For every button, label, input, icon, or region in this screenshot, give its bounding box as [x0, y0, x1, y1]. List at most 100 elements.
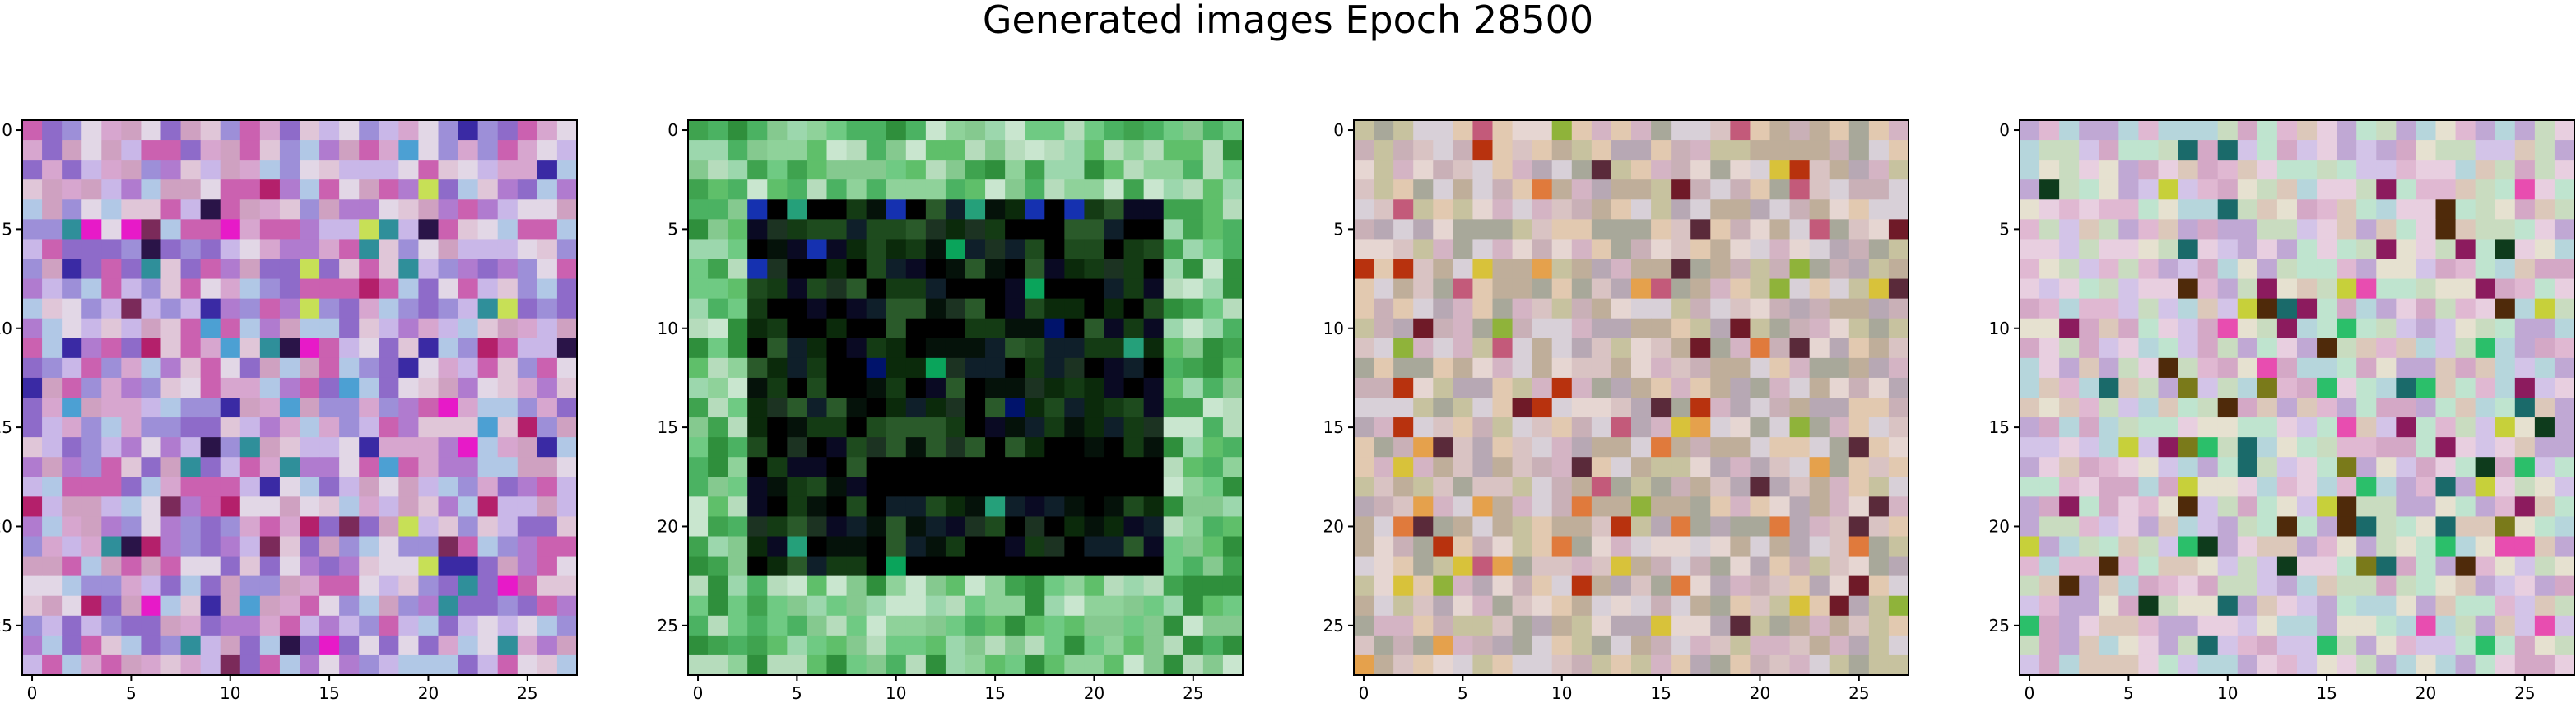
heatmap-cell	[1064, 219, 1086, 240]
heatmap-cell	[1690, 120, 1711, 141]
heatmap-cell	[1492, 377, 1514, 398]
x-tick-label: 10	[220, 683, 240, 703]
heatmap-cell	[359, 556, 379, 577]
heatmap-cell	[2118, 199, 2140, 220]
heatmap-cell	[1202, 516, 1224, 538]
heatmap-cell	[807, 635, 828, 656]
heatmap-cell	[438, 179, 459, 200]
heatmap-cell	[787, 338, 808, 359]
heatmap-cell	[1123, 298, 1145, 319]
heatmap-cell	[1433, 654, 1453, 676]
heatmap-cell	[2317, 575, 2337, 597]
heatmap-cell	[398, 615, 420, 636]
heatmap-cell	[2396, 298, 2417, 319]
heatmap-cell	[1789, 556, 1811, 577]
heatmap-cell	[807, 575, 828, 597]
heatmap-cell	[418, 318, 439, 339]
heatmap-cell	[279, 516, 300, 538]
heatmap-cell	[1163, 398, 1184, 418]
heatmap-cell	[708, 120, 728, 141]
heatmap-cell	[1789, 140, 1811, 161]
heatmap-cell	[2376, 219, 2397, 240]
heatmap-cell	[1671, 259, 1691, 280]
heatmap-cell	[807, 120, 828, 141]
heatmap-cell	[1163, 298, 1184, 319]
heatmap-cell	[121, 516, 142, 538]
heatmap-cell	[339, 477, 360, 497]
heatmap-cell	[2495, 199, 2516, 220]
heatmap-cell	[2257, 516, 2278, 538]
heatmap-cell	[2118, 654, 2140, 676]
heatmap-cell	[1064, 239, 1086, 260]
heatmap-cell	[2514, 437, 2536, 458]
heatmap-cell	[1750, 278, 1771, 300]
heatmap-cell	[2337, 140, 2357, 161]
heatmap-cell	[1532, 239, 1553, 260]
heatmap-cell	[160, 575, 182, 597]
heatmap-cell	[1025, 556, 1045, 577]
heatmap-cell	[42, 120, 63, 141]
heatmap-cell	[1025, 595, 1045, 617]
heatmap-cell	[787, 496, 808, 518]
heatmap-cell	[556, 575, 578, 597]
heatmap-cell	[2158, 298, 2179, 319]
heatmap-cell	[379, 595, 399, 617]
heatmap-cell	[1104, 298, 1125, 319]
heatmap-cell	[2217, 516, 2239, 538]
x-tick-label: 15	[984, 683, 1005, 703]
heatmap-cell	[81, 457, 102, 477]
heatmap-cell	[1551, 417, 1573, 438]
heatmap-cell	[1571, 338, 1593, 359]
heatmap-cell	[846, 298, 867, 319]
heatmap-cell	[279, 398, 300, 418]
heatmap-cell	[965, 615, 986, 636]
heatmap-cell	[339, 536, 360, 557]
heatmap-cell	[2435, 278, 2457, 300]
heatmap-cell	[1571, 516, 1593, 538]
heatmap-cell	[945, 179, 966, 200]
heatmap-cell	[1222, 615, 1244, 636]
heatmap-cell	[767, 536, 788, 557]
heatmap-cell	[438, 457, 459, 477]
heatmap-cell	[1829, 318, 1850, 339]
heatmap-cell	[1690, 417, 1711, 438]
heatmap-cell	[1393, 477, 1414, 497]
heatmap-cell	[62, 398, 82, 418]
heatmap-cell	[1829, 219, 1850, 240]
heatmap-cell	[1202, 298, 1224, 319]
heatmap-cell	[1591, 298, 1612, 319]
heatmap-cell	[537, 298, 558, 319]
heatmap-cell	[1671, 179, 1691, 200]
heatmap-cell	[458, 575, 479, 597]
heatmap-cell	[2039, 575, 2060, 597]
heatmap-cell	[708, 595, 728, 617]
heatmap-cell	[1472, 516, 1494, 538]
heatmap-cell	[379, 219, 399, 240]
heatmap-cell	[2514, 536, 2536, 557]
heatmap-cell	[886, 536, 907, 557]
heatmap-cell	[1671, 457, 1691, 477]
heatmap-cell	[477, 199, 499, 220]
heatmap-cell	[2376, 635, 2397, 656]
heatmap-cell	[1163, 318, 1184, 339]
heatmap-cell	[2276, 259, 2298, 280]
heatmap-cell	[2257, 417, 2278, 438]
heatmap-cell	[2099, 635, 2119, 656]
heatmap-cell	[62, 298, 82, 319]
heatmap-cell	[826, 536, 848, 557]
heatmap-cell	[1532, 160, 1553, 180]
heatmap-cell	[1829, 160, 1850, 180]
heatmap-cell	[1044, 635, 1065, 656]
heatmap-cell	[1084, 595, 1105, 617]
heatmap-cell	[866, 140, 887, 161]
heatmap-cell	[767, 377, 788, 398]
heatmap-cell	[62, 635, 82, 656]
heatmap-cell	[2079, 377, 2099, 398]
heatmap-cell	[239, 338, 261, 359]
heatmap-cell	[2276, 516, 2298, 538]
heatmap-cell	[866, 575, 887, 597]
heatmap-cell	[2237, 654, 2258, 676]
heatmap-cell	[787, 635, 808, 656]
heatmap-cell	[886, 377, 907, 398]
heatmap-cell	[1084, 575, 1105, 597]
